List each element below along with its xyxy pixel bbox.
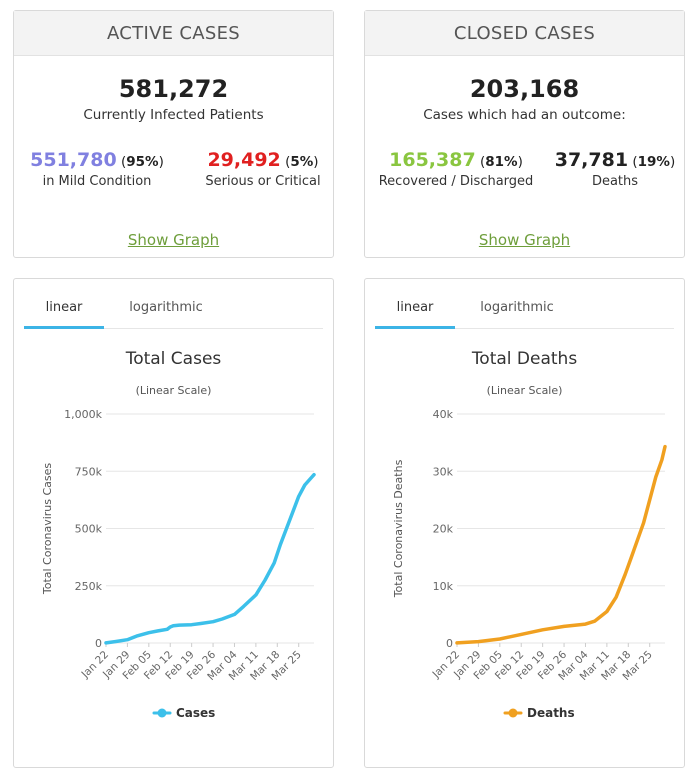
series-line: [104, 472, 316, 645]
y-tick-label: 500k: [75, 523, 103, 536]
deaths-label: Deaths: [591, 174, 639, 189]
closed-show-graph-link[interactable]: Show Graph: [478, 231, 571, 249]
closed-cases-total: 203,168: [469, 75, 580, 103]
closed-cases-total-label: Cases which had an outcome:: [423, 107, 626, 123]
active-cases-total-label: Currently Infected Patients: [83, 107, 264, 123]
active-cases-panel: ACTIVE CASES 581,272 Currently Infected …: [13, 10, 334, 258]
total-cases-chart: 0 250k 500k 750k 1,000k Total Coronavirus Cas…: [41, 408, 316, 720]
tab-linear[interactable]: linear: [375, 293, 455, 329]
serious-condition-stat: 29,492 (5%) Serious or Critical: [194, 149, 332, 189]
mild-value: 551,780: [30, 149, 117, 171]
mild-label: in Mild Condition: [42, 174, 152, 189]
recovered-value: 165,387: [389, 149, 476, 171]
legend-marker: [508, 708, 518, 718]
y-tick-label: 1,000k: [64, 408, 102, 421]
y-tick-label: 0: [446, 637, 453, 650]
y-tick-label: 30k: [433, 465, 454, 478]
y-axis-label: Total Coronavirus Deaths: [392, 459, 405, 598]
deaths-value: 37,781: [554, 149, 629, 171]
closed-cases-panel: CLOSED CASES 203,168 Cases which had an …: [364, 10, 685, 258]
mild-pct: 95%: [126, 154, 159, 170]
y-axis-label: Total Coronavirus Cases: [41, 463, 54, 596]
serious-value: 29,492: [207, 149, 281, 171]
legend-marker: [157, 708, 167, 718]
deaths-chart-title: Total Deaths: [471, 349, 578, 369]
deaths-chart-subtitle: (Linear Scale): [486, 384, 563, 397]
total-deaths-chart-panel: linear logarithmic Total Deaths (Linear …: [364, 278, 685, 768]
legend-label: Cases: [176, 706, 215, 720]
legend-label: Deaths: [527, 706, 575, 720]
serious-label: Serious or Critical: [205, 174, 321, 189]
cases-chart-title: Total Cases: [125, 349, 222, 369]
cases-chart-subtitle: (Linear Scale): [135, 384, 212, 397]
deaths-stat: 37,781 (19%) Deaths: [551, 149, 679, 189]
active-show-graph-link[interactable]: Show Graph: [127, 231, 220, 249]
tab-logarithmic[interactable]: logarithmic: [129, 300, 203, 315]
recovered-pct: 81%: [485, 154, 518, 170]
deaths-pct: 19%: [637, 154, 670, 170]
active-cases-total: 581,272: [118, 75, 229, 103]
y-tick-label: 750k: [75, 465, 103, 478]
tab-linear[interactable]: linear: [24, 293, 104, 329]
serious-pct: 5%: [290, 154, 314, 170]
cases-scale-tabs: linear logarithmic: [24, 293, 323, 329]
y-tick-label: 250k: [75, 580, 103, 593]
active-cases-header: ACTIVE CASES: [14, 11, 333, 56]
tab-logarithmic[interactable]: logarithmic: [480, 300, 554, 315]
deaths-scale-tabs: linear logarithmic: [375, 293, 674, 329]
recovered-label: Recovered / Discharged: [378, 174, 534, 189]
total-cases-chart-panel: linear logarithmic Total Cases (Linear S…: [13, 278, 334, 768]
y-tick-label: 0: [95, 637, 102, 650]
y-tick-label: 10k: [433, 580, 454, 593]
closed-cases-header: CLOSED CASES: [365, 11, 684, 56]
recovered-stat: 165,387 (81%) Recovered / Discharged: [371, 149, 541, 189]
y-tick-label: 20k: [433, 523, 454, 536]
y-tick-label: 40k: [433, 408, 454, 421]
mild-condition-stat: 551,780 (95%) in Mild Condition: [22, 149, 172, 189]
series-line: [455, 444, 667, 645]
